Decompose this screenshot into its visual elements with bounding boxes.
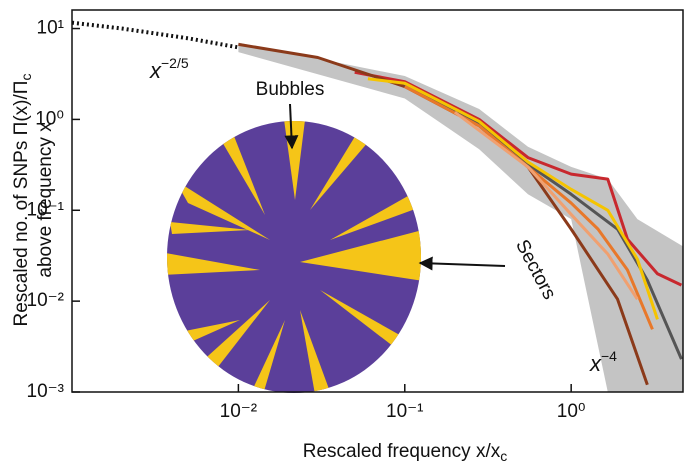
data-line — [354, 70, 683, 287]
x-tick-label: 10⁻² — [220, 401, 258, 422]
annotation: Sectors — [511, 236, 560, 303]
y-tick-label: 10⁰ — [35, 108, 64, 129]
y-axis-label: Rescaled no. of SNPs Π(x)/Πc — [11, 73, 34, 326]
x-tick-label: 10⁰ — [557, 401, 586, 422]
plot-frame — [71, 9, 684, 393]
y-tick-label: 10⁻³ — [27, 381, 65, 402]
annotation: x−4 — [589, 348, 617, 376]
data-line — [367, 77, 659, 320]
y-tick-label: 10⁻² — [27, 290, 65, 311]
power-law-line — [72, 20, 239, 50]
x-axis-label: Rescaled frequency x/xc — [303, 441, 508, 464]
plot-area — [72, 20, 683, 392]
annotation: Bubbles — [256, 79, 325, 100]
annotation: x−2/5 — [149, 55, 189, 83]
data-line — [453, 111, 639, 301]
y-axis-label: above frequency x — [35, 122, 56, 278]
y-tick-label: 10¹ — [37, 18, 64, 39]
arrow — [418, 256, 506, 271]
arrow — [284, 103, 299, 150]
x-tick-label: 10⁻¹ — [386, 401, 424, 422]
data-line — [404, 85, 654, 330]
y-tick-label: 10⁻¹ — [27, 199, 65, 220]
colony-inset — [167, 121, 421, 393]
